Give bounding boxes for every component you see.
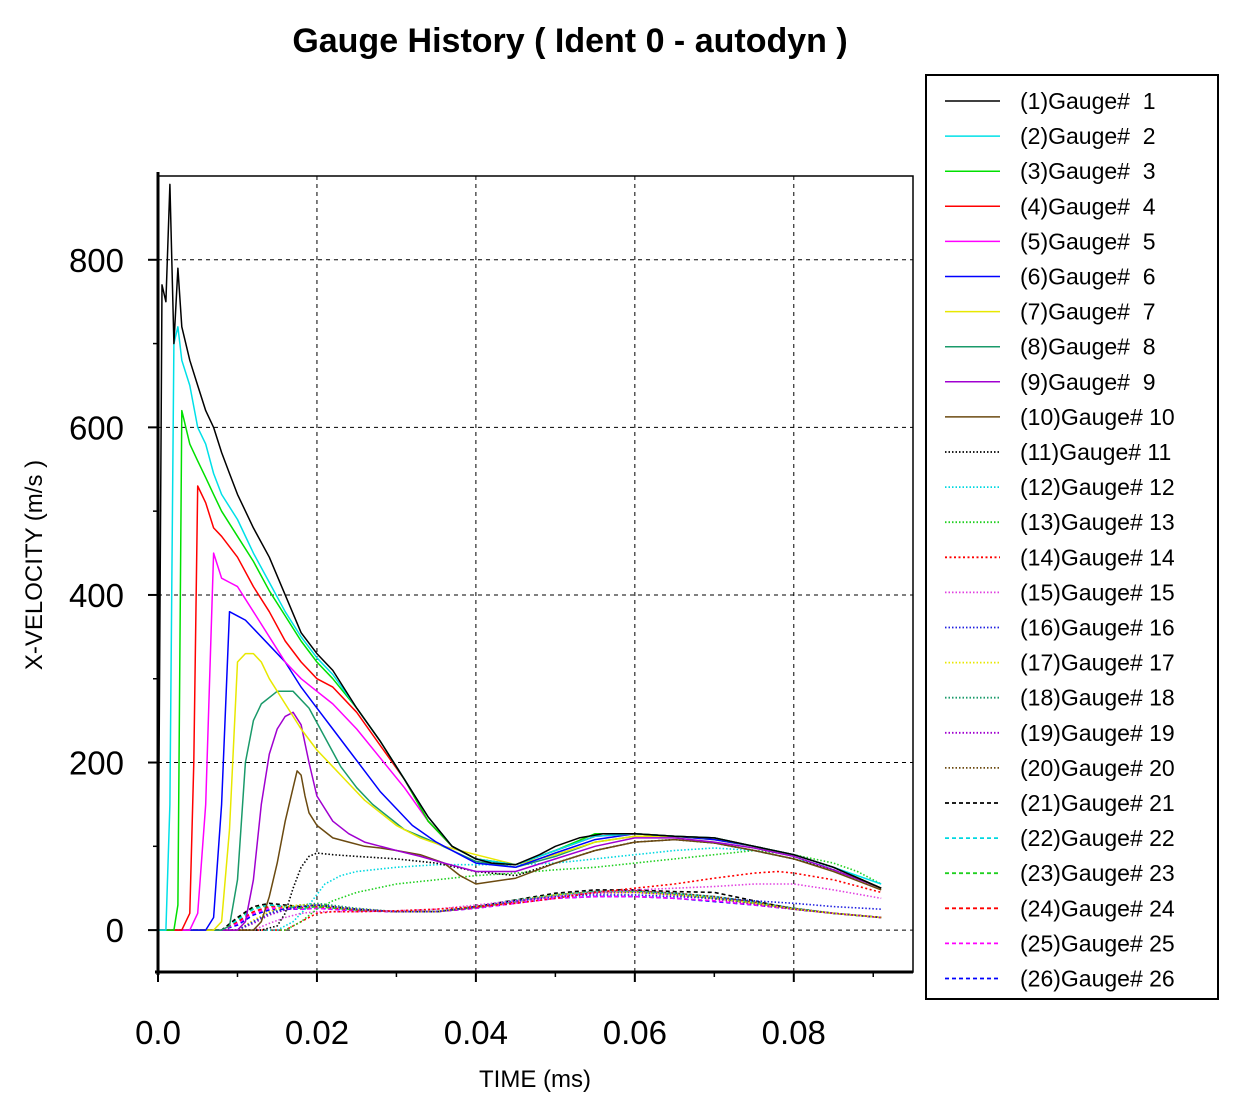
y-tick-label: 200 — [69, 745, 124, 782]
legend-label-7: (7)Gauge# 7 — [1020, 299, 1156, 325]
legend-label-5: (5)Gauge# 5 — [1020, 228, 1156, 254]
legend-label-23: (23)Gauge# 23 — [1020, 860, 1175, 886]
series-line-9 — [158, 711, 882, 931]
legend-label-15: (15)Gauge# 15 — [1020, 579, 1175, 605]
legend-label-25: (25)Gauge# 25 — [1020, 930, 1175, 956]
x-axis-label: TIME (ms) — [479, 1066, 591, 1093]
series-line-7 — [158, 652, 882, 931]
legend-label-21: (21)Gauge# 21 — [1020, 790, 1175, 816]
legend-label-10: (10)Gauge# 10 — [1020, 404, 1175, 430]
legend-label-8: (8)Gauge# 8 — [1020, 334, 1156, 360]
series-line-19 — [158, 891, 882, 931]
y-axis-label: X-VELOCITY (m/s ) — [21, 460, 48, 670]
y-tick-label: 0 — [106, 912, 124, 949]
legend-label-9: (9)Gauge# 9 — [1020, 369, 1156, 395]
legend-label-17: (17)Gauge# 17 — [1020, 650, 1175, 676]
y-tick-label: 800 — [69, 242, 124, 279]
x-tick-label: 0.08 — [762, 1014, 826, 1051]
grid-lines — [158, 176, 913, 972]
legend-box — [925, 74, 1219, 1000]
legend-label-22: (22)Gauge# 22 — [1020, 825, 1175, 851]
legend-label-24: (24)Gauge# 24 — [1020, 895, 1175, 921]
series-line-8 — [158, 690, 882, 931]
legend-label-2: (2)Gauge# 2 — [1020, 123, 1156, 149]
legend-label-20: (20)Gauge# 20 — [1020, 755, 1175, 781]
x-tick-label: 0.06 — [603, 1014, 667, 1051]
legend-label-26: (26)Gauge# 26 — [1020, 966, 1175, 992]
x-tick-label: 0.04 — [444, 1014, 508, 1051]
series-line-10 — [158, 770, 882, 931]
legend: (1)Gauge# 1 (2)Gauge# 2 (3)Gauge# 3 (4)Gaug… — [925, 74, 1219, 1000]
legend-label-11: (11)Gauge# 11 — [1020, 439, 1171, 465]
series-line-1 — [157, 183, 882, 931]
y-tick-label: 400 — [69, 577, 124, 614]
chart-title: Gauge History ( Ident 0 - autodyn ) — [292, 22, 847, 60]
legend-label-18: (18)Gauge# 18 — [1020, 685, 1175, 711]
legend-label-13: (13)Gauge# 13 — [1020, 509, 1175, 535]
legend-label-1: (1)Gauge# 1 — [1020, 88, 1156, 114]
legend-label-19: (19)Gauge# 19 — [1020, 720, 1175, 746]
x-tick-label: 0.02 — [285, 1014, 349, 1051]
series-line-24 — [158, 889, 882, 931]
legend-label-6: (6)Gauge# 6 — [1020, 264, 1156, 290]
axis-ticks: 0.0 0.02 0.04 0.06 0.08 0 200 400 600 800 — [69, 242, 875, 1051]
series-lines — [157, 183, 882, 931]
series-line-12 — [158, 847, 882, 931]
plot-frame — [157, 175, 914, 973]
x-tick-label: 0.0 — [135, 1014, 181, 1051]
legend-label-3: (3)Gauge# 3 — [1020, 158, 1156, 184]
legend-label-12: (12)Gauge# 12 — [1020, 474, 1175, 500]
legend-label-4: (4)Gauge# 4 — [1020, 193, 1156, 219]
legend-label-14: (14)Gauge# 14 — [1020, 544, 1175, 570]
series-line-16 — [158, 894, 882, 931]
series-line-14 — [158, 870, 882, 931]
legend-label-16: (16)Gauge# 16 — [1020, 615, 1175, 641]
y-tick-label: 600 — [69, 409, 124, 446]
series-line-2 — [158, 326, 882, 931]
